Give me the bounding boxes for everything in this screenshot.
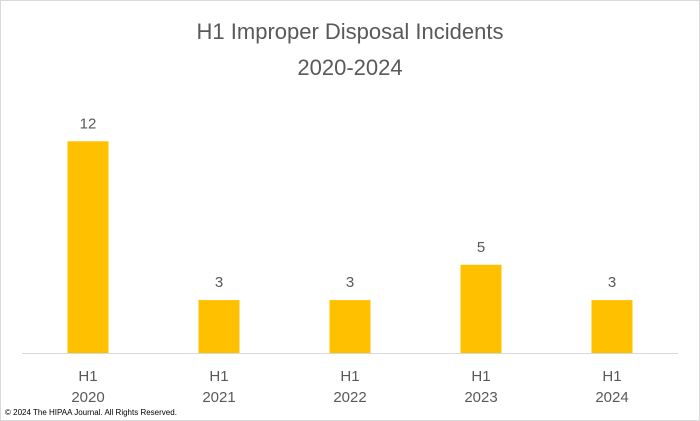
x-tick-label: H1 2023 bbox=[464, 368, 498, 406]
copyright-note: © 2024 The HIPAA Journal. All Rights Res… bbox=[5, 408, 177, 417]
bar bbox=[591, 300, 633, 353]
data-label: 3 bbox=[346, 274, 354, 291]
chart-title: H1 Improper Disposal Incidents bbox=[197, 19, 504, 44]
x-tick-label: H1 2020 bbox=[71, 368, 105, 406]
x-tick-label: H1 2021 bbox=[202, 368, 236, 406]
x-tick-label: H1 2024 bbox=[595, 368, 629, 406]
bar bbox=[67, 141, 109, 353]
data-label: 5 bbox=[477, 239, 485, 256]
bar bbox=[329, 300, 371, 353]
bar bbox=[460, 264, 502, 353]
chart-subtitle: 2020-2024 bbox=[297, 55, 402, 80]
bar bbox=[198, 300, 240, 353]
data-label: 12 bbox=[80, 115, 97, 132]
x-tick-label: H1 2022 bbox=[333, 368, 367, 406]
data-label: 3 bbox=[215, 274, 223, 291]
data-label: 3 bbox=[608, 274, 616, 291]
